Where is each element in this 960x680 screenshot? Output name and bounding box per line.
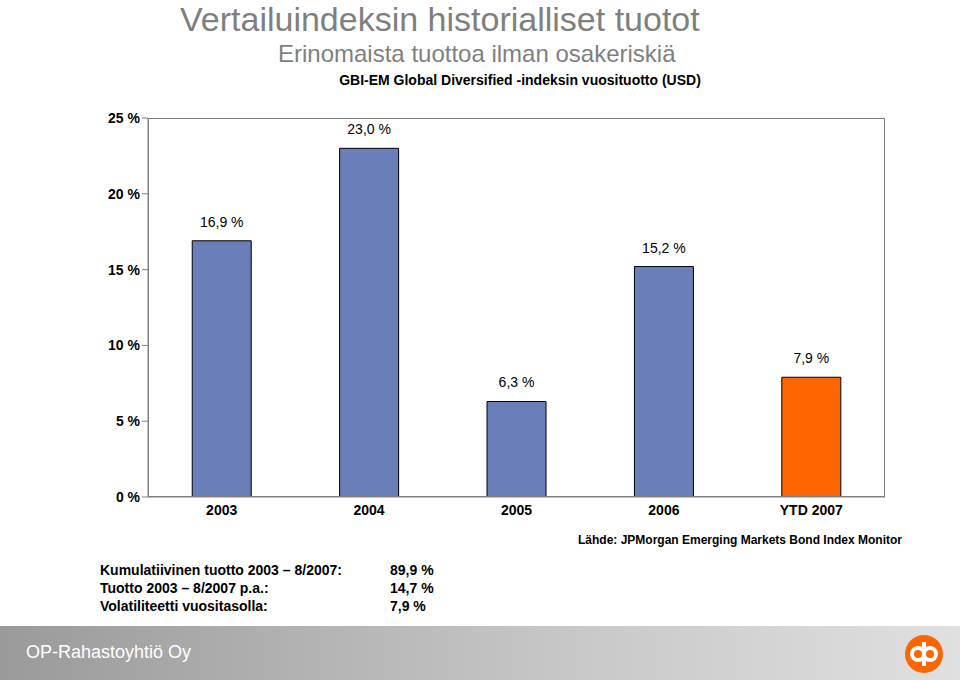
html-text:GBI-EM Global Diversified -ind: GBI-EM Global Diversified -indeksin vuos…	[339, 72, 701, 88]
svg-text:7,9 %: 7,9 %	[793, 350, 829, 366]
svg-text:YTD 2007: YTD 2007	[780, 502, 843, 518]
svg-text:2004: 2004	[354, 502, 385, 518]
svg-text:25 %: 25 %	[108, 110, 140, 126]
html-text:14,7 %: 14,7 %	[390, 580, 434, 596]
html-text:Lähde: JPMorgan Emerging Marke: Lähde: JPMorgan Emerging Markets Bond In…	[578, 533, 902, 547]
html-text:Tuotto 2003 – 8/2007 p.a.:: Tuotto 2003 – 8/2007 p.a.:	[100, 580, 269, 596]
svg-text:15,2 %: 15,2 %	[642, 240, 686, 256]
html-text:7,9 %: 7,9 %	[390, 598, 426, 614]
svg-text:5 %: 5 %	[116, 413, 141, 429]
html-text:OP-Rahastoyhtiö Oy: OP-Rahastoyhtiö Oy	[26, 642, 192, 662]
svg-text:0 %: 0 %	[116, 489, 141, 505]
svg-text:23,0 %: 23,0 %	[347, 121, 391, 137]
svg-text:2003: 2003	[206, 502, 237, 518]
html-text:Volatiliteetti vuositasolla:: Volatiliteetti vuositasolla:	[100, 598, 268, 614]
svg-text:10 %: 10 %	[108, 337, 140, 353]
html-text:89,9 %: 89,9 %	[390, 562, 434, 578]
svg-text:6,3 %: 6,3 %	[499, 374, 535, 390]
svg-text:15 %: 15 %	[108, 262, 140, 278]
svg-text:20 %: 20 %	[108, 186, 140, 202]
html-text:Kumulatiivinen tuotto 2003 – 8: Kumulatiivinen tuotto 2003 – 8/2007:	[100, 562, 342, 578]
svg-text:2005: 2005	[501, 502, 532, 518]
svg-text:2006: 2006	[648, 502, 679, 518]
svg-text:16,9 %: 16,9 %	[200, 214, 244, 230]
html-text:Vertailuindeksin historiallise: Vertailuindeksin historialliset tuotot	[180, 0, 700, 38]
html-text:Erinomaista tuottoa ilman osak: Erinomaista tuottoa ilman osakeriskiä	[278, 40, 676, 67]
